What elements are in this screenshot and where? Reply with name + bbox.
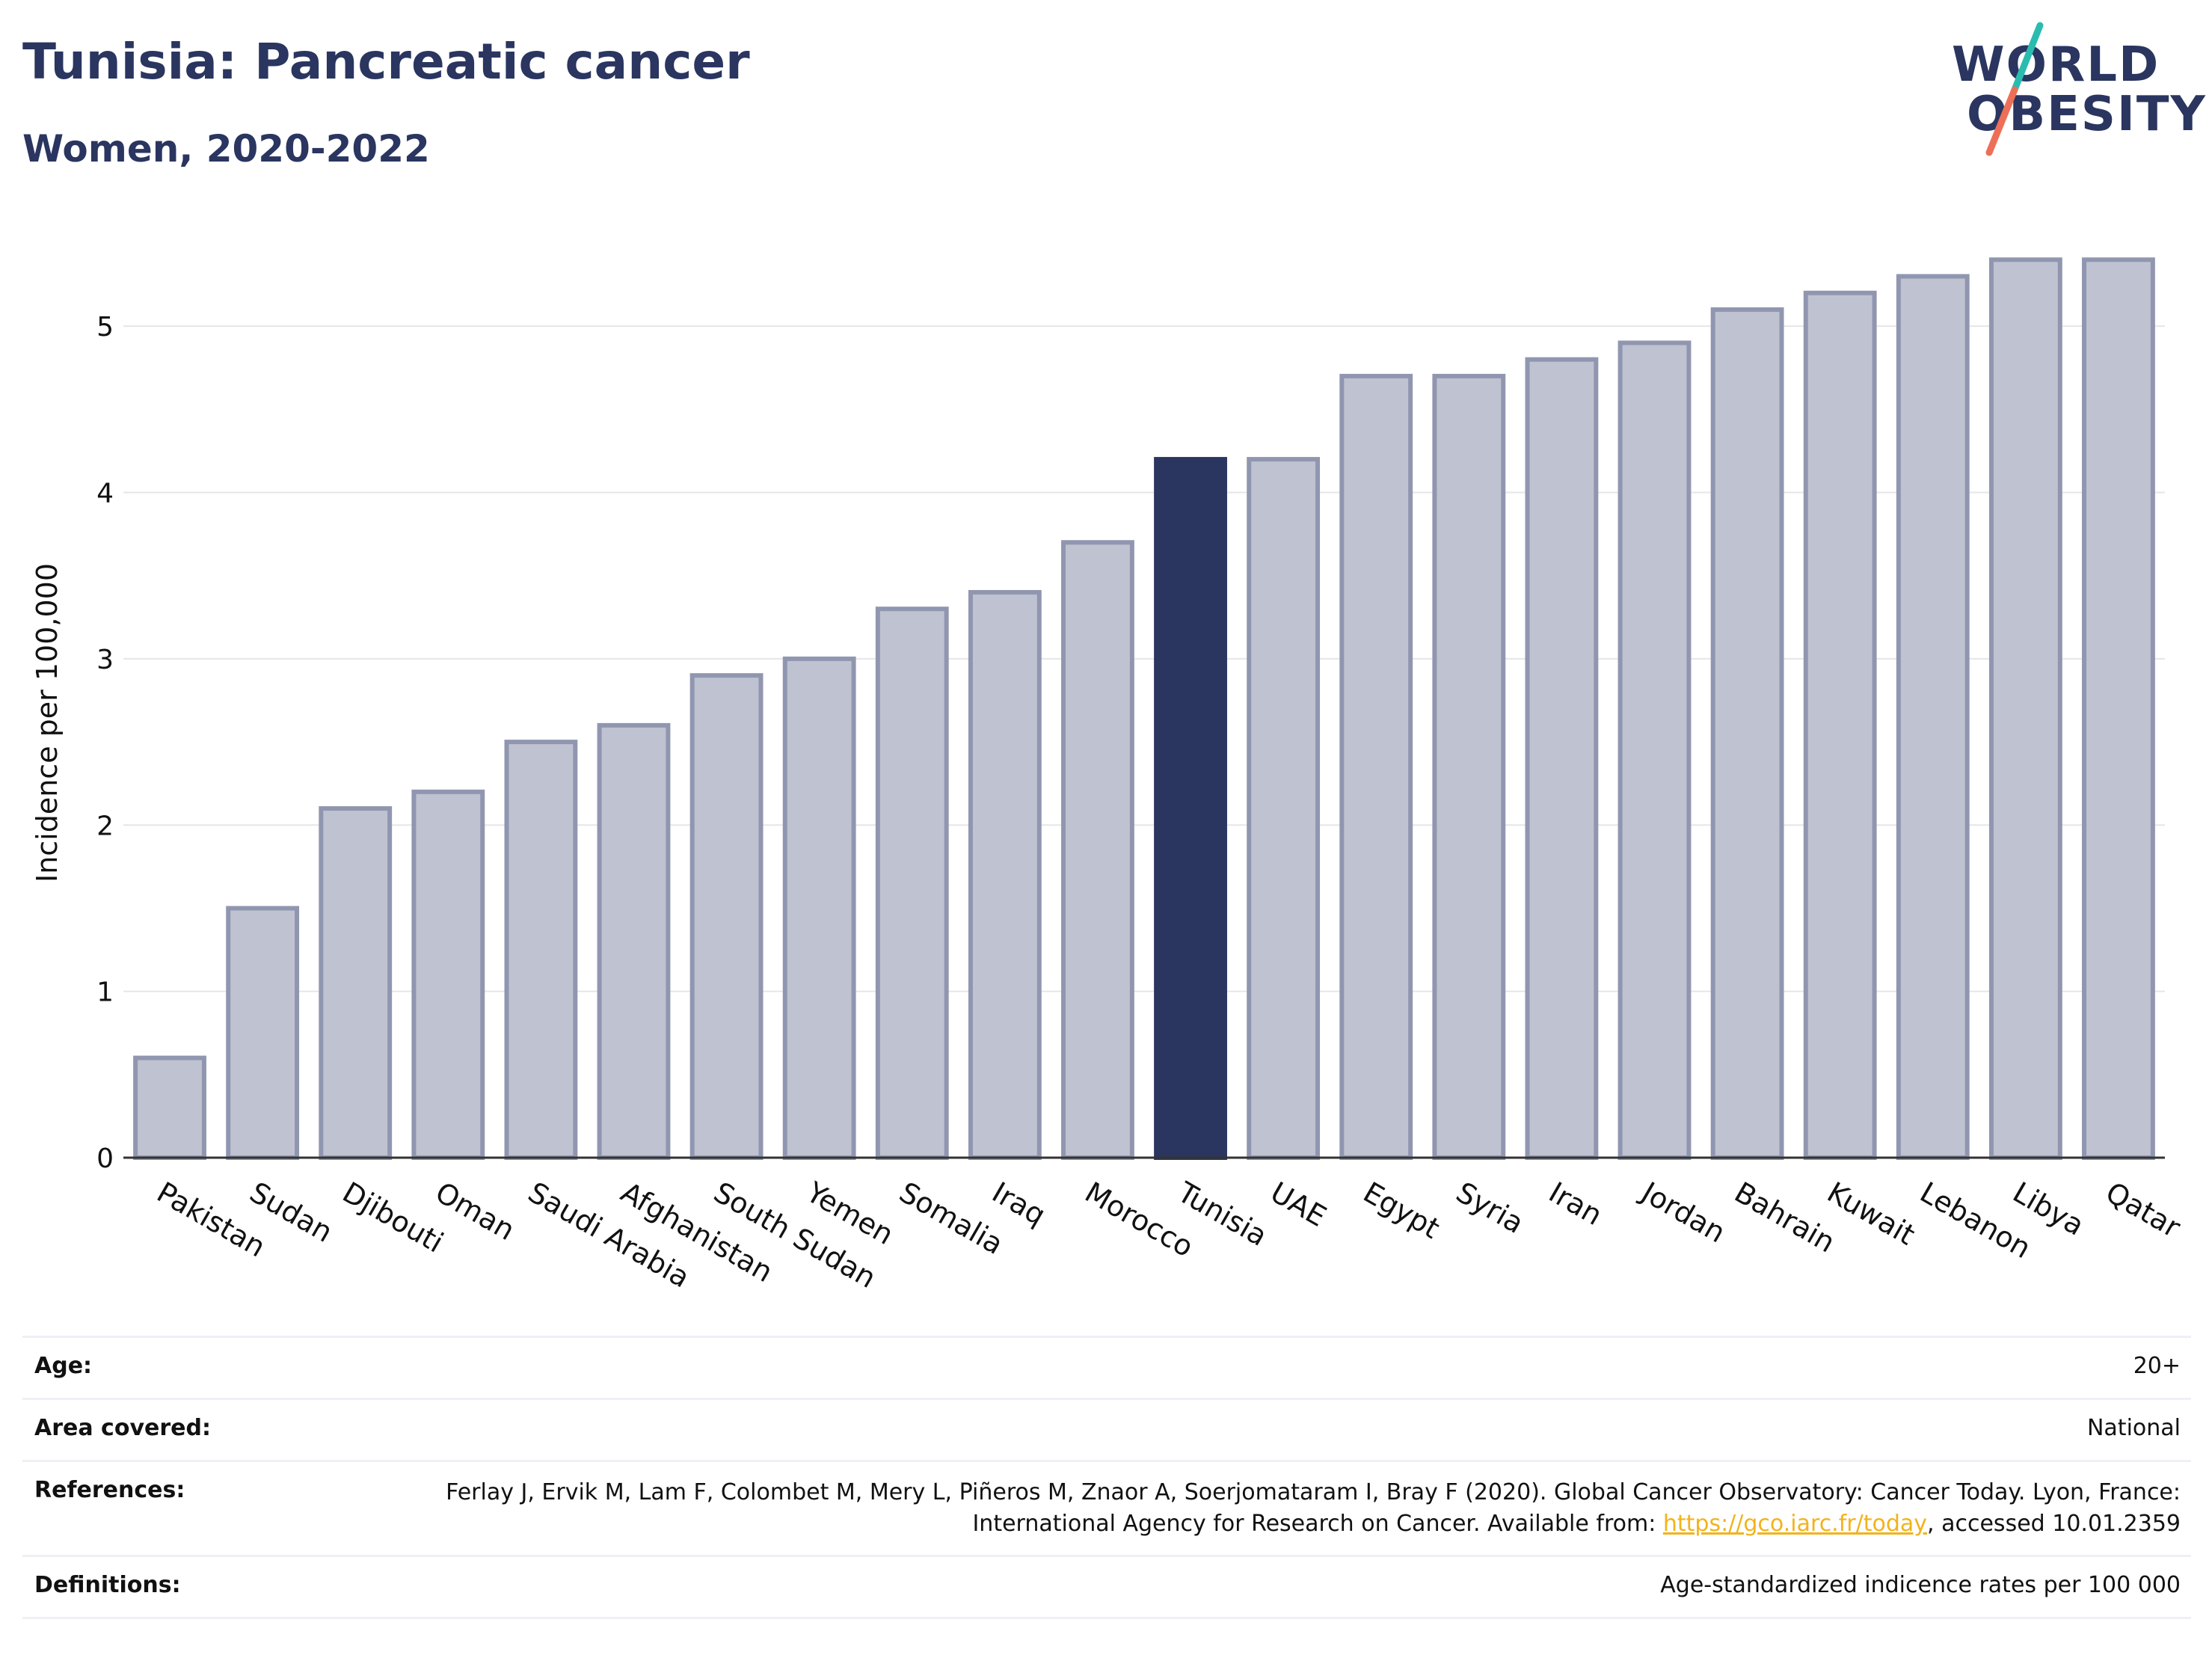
- x-tick-label: Kuwait: [1822, 1176, 1920, 1252]
- bar-sudan: [226, 906, 300, 1161]
- x-tick-label: Egypt: [1358, 1176, 1446, 1245]
- age-label: Age:: [34, 1353, 93, 1379]
- definitions-value: Age-standardized indicence rates per 100…: [1660, 1572, 2181, 1598]
- bar-bahrain: [1710, 307, 1784, 1161]
- x-tick-label: Djibouti: [337, 1176, 449, 1259]
- bar-tunisia: [1154, 457, 1227, 1160]
- footer-row-definitions: Definitions: Age-standardized indicence …: [22, 1555, 2191, 1619]
- logo-slash-icon: [1985, 22, 2044, 156]
- area-label: Area covered:: [34, 1415, 211, 1441]
- x-tick-label: Somalia: [894, 1176, 1009, 1261]
- bar-jordan: [1617, 340, 1692, 1160]
- bar-pakistan: [133, 1055, 206, 1160]
- references-suffix: , accessed 10.01.2359: [1927, 1511, 2181, 1537]
- y-axis-label: Incidence per 100,000: [31, 563, 64, 882]
- age-value: 20+: [2133, 1353, 2181, 1379]
- footer-row-age: Age: 20+: [22, 1336, 2191, 1398]
- bar-afghanistan: [597, 722, 671, 1160]
- y-tick-label: 3: [96, 645, 114, 675]
- bar-yemen: [782, 656, 856, 1160]
- y-tick-label: 1: [96, 977, 114, 1008]
- x-tick-label: UAE: [1265, 1176, 1332, 1233]
- footer-row-references: References: Ferlay J, Ervik M, Lam F, Co…: [22, 1460, 2191, 1555]
- definitions-label: Definitions:: [34, 1572, 181, 1598]
- y-tick-label: 0: [96, 1143, 114, 1174]
- chart-subtitle: Women, 2020-2022: [22, 127, 430, 171]
- y-tick-label: 2: [96, 811, 114, 841]
- references-text: Ferlay J, Ervik M, Lam F, Colombet M, Me…: [446, 1479, 2181, 1537]
- bar-iran: [1525, 357, 1599, 1160]
- area-value: National: [2086, 1415, 2181, 1441]
- footer-row-area: Area covered: National: [22, 1398, 2191, 1460]
- bar-qatar: [2082, 257, 2155, 1161]
- x-tick-label: Jordan: [1635, 1175, 1730, 1250]
- bar-oman: [411, 789, 485, 1161]
- x-tick-label: Qatar: [2100, 1176, 2186, 1244]
- bar-djibouti: [319, 806, 393, 1160]
- bar-saudi-arabia: [504, 740, 578, 1160]
- x-tick-label: Bahrain: [1729, 1176, 1840, 1259]
- bars: [133, 257, 2155, 1161]
- y-tick-label: 5: [96, 312, 114, 343]
- bar-syria: [1432, 373, 1506, 1161]
- bar-kuwait: [1803, 290, 1877, 1160]
- x-tick-label: Iran: [1543, 1176, 1608, 1232]
- bar-uae: [1247, 457, 1321, 1160]
- bar-morocco: [1061, 540, 1134, 1160]
- bar-egypt: [1339, 373, 1413, 1161]
- references-value: Ferlay J, Ervik M, Lam F, Colombet M, Me…: [386, 1477, 2181, 1540]
- y-tick-labels: 0 1 2 3 4 5: [96, 312, 114, 1174]
- references-link[interactable]: https://gco.iarc.fr/today: [1662, 1511, 1928, 1537]
- chart-footer: Age: 20+ Area covered: National Referenc…: [22, 1336, 2191, 1619]
- bar-south-sudan: [689, 673, 764, 1160]
- bar-libya: [1988, 257, 2062, 1161]
- x-tick-label: Iraq: [986, 1176, 1051, 1232]
- chart-title: Tunisia: Pancreatic cancer: [22, 33, 750, 90]
- bar-iraq: [968, 589, 1042, 1160]
- bar-somalia: [875, 607, 949, 1160]
- references-label: References:: [34, 1477, 185, 1503]
- world-obesity-logo: WORLD OBESITY: [1952, 21, 2205, 163]
- y-tick-label: 4: [96, 479, 114, 509]
- logo-line-1: WORLD: [1952, 37, 2160, 93]
- bar-lebanon: [1896, 274, 1970, 1160]
- x-tick-label: Syria: [1451, 1176, 1529, 1240]
